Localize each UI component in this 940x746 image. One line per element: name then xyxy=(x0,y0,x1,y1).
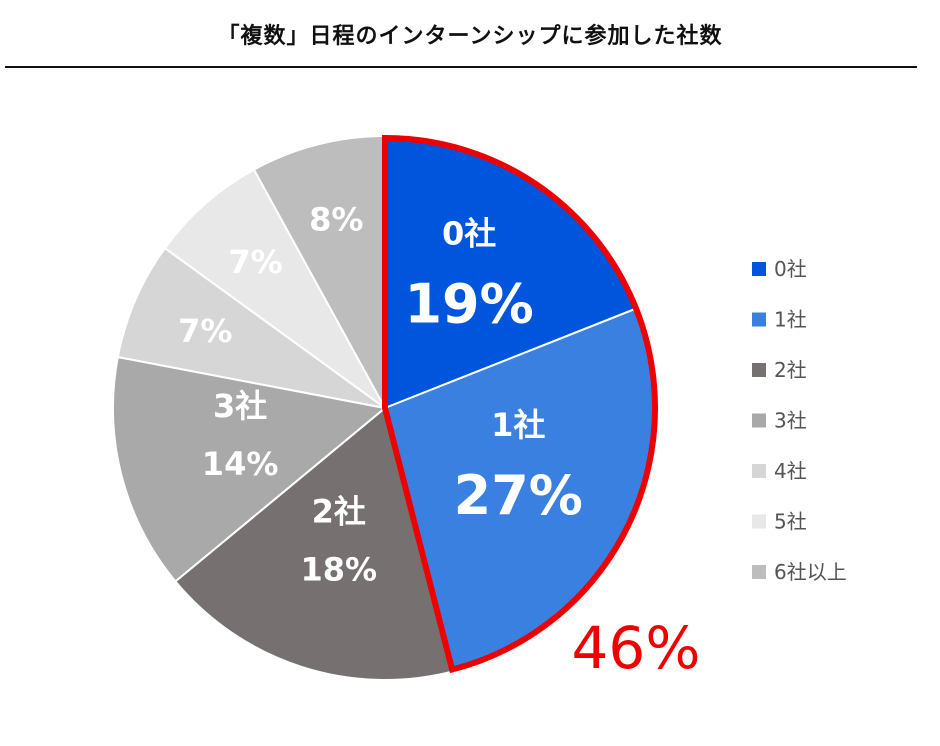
pie-slice-5 xyxy=(116,246,386,409)
legend-label: 3社 xyxy=(774,409,807,433)
slice-percent-label: 8% xyxy=(309,200,363,238)
pie-slice-4 xyxy=(112,355,388,583)
slice-category-label: 2社 xyxy=(312,492,366,530)
title-divider xyxy=(5,66,917,68)
pie-slices xyxy=(112,134,658,681)
highlight-group: 46% xyxy=(382,134,701,682)
slice-labels: 0社 19% 1社 27% 2社 18% 3社 14% 7% 7% 8% xyxy=(178,200,583,588)
slice-percent-label: 18% xyxy=(300,550,377,588)
legend-swatch xyxy=(752,464,766,478)
legend-swatch xyxy=(752,565,766,579)
legend-label: 0社 xyxy=(774,257,807,281)
slice-category-label: 3社 xyxy=(213,387,267,425)
highlight-outline xyxy=(382,134,658,674)
legend-swatch xyxy=(752,312,766,327)
slice-percent-label: 27% xyxy=(454,464,583,527)
slice-percent-label: 7% xyxy=(228,243,282,281)
pie-slice-3 xyxy=(174,406,454,681)
slice-category-label: 1社 xyxy=(491,406,545,444)
highlight-total-label: 46% xyxy=(572,614,701,682)
slice-percent-label: 19% xyxy=(404,272,533,335)
legend-label: 5社 xyxy=(774,510,807,534)
legend-swatch xyxy=(752,363,766,377)
legend-label: 6社以上 xyxy=(774,560,847,584)
chart-title: 「複数」日程のインターンシップに参加した社数 xyxy=(217,24,723,49)
legend-label: 4社 xyxy=(774,459,807,483)
legend-label: 1社 xyxy=(774,308,807,332)
slice-percent-label: 7% xyxy=(178,312,232,350)
pie-slice-7 xyxy=(252,134,386,409)
legend: 0社 1社 2社 3社 4社 5社 6社以上 xyxy=(752,257,847,584)
slice-percent-label: 14% xyxy=(202,445,279,483)
slice-category-label: 0社 xyxy=(442,214,496,252)
legend-swatch xyxy=(752,514,766,529)
legend-swatch xyxy=(752,262,766,276)
pie-slice-6 xyxy=(163,168,386,409)
legend-label: 2社 xyxy=(774,358,807,382)
legend-swatch xyxy=(752,413,766,428)
